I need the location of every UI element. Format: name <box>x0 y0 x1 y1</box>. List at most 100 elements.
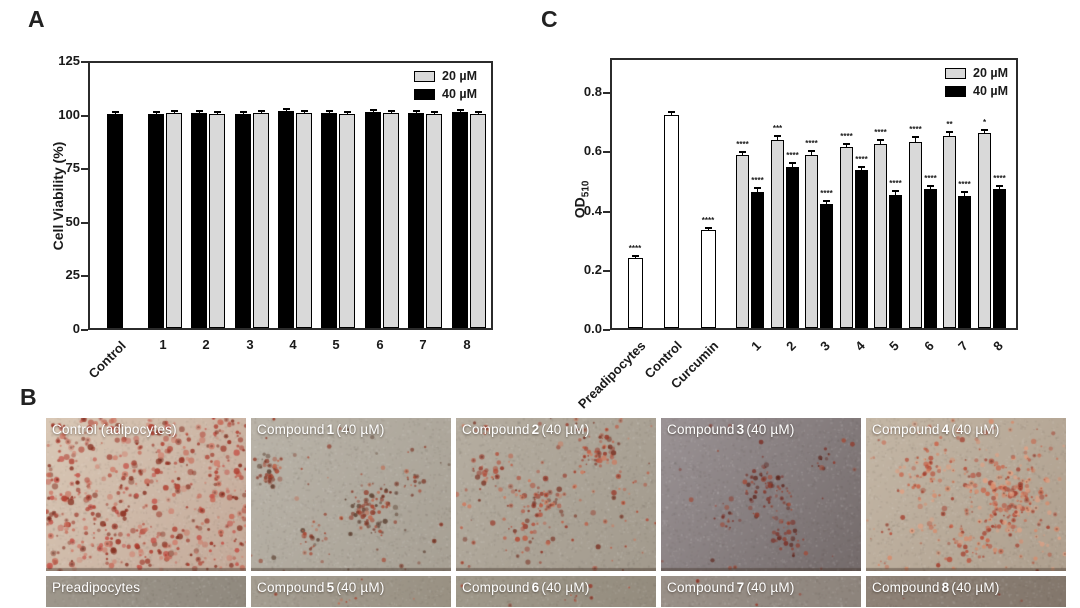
y-tick-label: 125 <box>58 53 80 68</box>
error-bar-cap <box>369 108 377 111</box>
bar <box>253 112 269 328</box>
bar <box>993 188 1006 328</box>
bar <box>771 140 784 328</box>
viability-y-axis-label: Cell Viability (%) <box>50 96 66 296</box>
error-bar <box>372 110 374 112</box>
micrograph-label: Compound 6 (40 µM) <box>462 580 654 595</box>
micrograph-image <box>866 418 1066 571</box>
micrograph-tile: Preadipocytes <box>46 576 246 607</box>
significance-stars: **** <box>924 173 937 183</box>
error-bar <box>792 163 793 167</box>
micrograph-tile: Compound 6 (40 µM) <box>456 576 656 607</box>
error-bar-cap <box>946 130 953 133</box>
bar <box>383 112 399 328</box>
significance-stars: **** <box>805 139 818 149</box>
error-bar <box>742 153 743 155</box>
micrograph-label-dose: (40 µM) <box>746 580 795 595</box>
legend-entry: 40 µM <box>945 84 1008 98</box>
micrograph-label: Compound 7 (40 µM) <box>667 580 859 595</box>
y-tick-label: 0 <box>72 321 80 336</box>
bar <box>191 112 207 328</box>
bar <box>408 112 424 328</box>
y-tick-mark <box>603 92 610 95</box>
error-bar <box>777 136 778 141</box>
error-bar <box>303 111 305 113</box>
significance-stars: **** <box>751 176 764 186</box>
error-bar-cap <box>667 110 675 113</box>
micrograph-label-text: Compound <box>257 580 325 595</box>
error-bar-cap <box>843 143 850 146</box>
y-tick-label: 100 <box>58 106 80 122</box>
micrograph-tile: Compound 8 (40 µM) <box>866 576 1066 607</box>
bar <box>855 169 868 328</box>
legend-entry: 20 µM <box>945 66 1008 80</box>
bar <box>840 147 853 328</box>
bar <box>889 194 902 328</box>
od510-chart: **** **** **** **** *** **** **** **** **** **** *… <box>575 58 1018 411</box>
micrograph-label-dose: (40 µM) <box>951 422 1000 437</box>
micrograph-tile: Compound 1 (40 µM) <box>251 418 451 571</box>
y-tick-label: 50 <box>65 213 80 229</box>
error-bar-cap <box>239 110 247 113</box>
micrograph-image <box>251 418 451 571</box>
significance-stars: **** <box>993 173 1006 183</box>
micrograph-tile: Compound 3 (40 µM) <box>661 418 861 571</box>
micrograph-image <box>661 576 861 607</box>
error-bar <box>242 112 244 114</box>
y-tick-mark <box>81 329 88 331</box>
error-bar-cap <box>474 110 482 113</box>
micrograph-grid: Control (adipocytes) Compound 1 (40 µM) Comp… <box>46 418 1066 607</box>
legend-swatch <box>414 70 435 82</box>
micrograph-label-number: 1 <box>326 422 335 437</box>
significance-stars: **** <box>840 132 853 142</box>
error-bar-cap <box>877 139 884 142</box>
error-bar-cap <box>152 110 160 113</box>
significance-stars: **** <box>958 180 971 190</box>
error-bar <box>155 112 157 114</box>
micrograph-image <box>456 418 656 571</box>
y-tick-mark <box>81 221 88 224</box>
error-bar <box>949 132 950 136</box>
error-bar <box>415 111 417 113</box>
od-y-axis-label-sub: 510 <box>580 180 592 198</box>
bar <box>452 111 468 328</box>
legend-swatch <box>414 88 435 100</box>
legend-swatch <box>945 67 966 79</box>
panel-c-label: C <box>541 6 558 32</box>
viability-y-axis-label-text: Cell Viability (%) <box>50 141 66 251</box>
bar <box>148 113 164 328</box>
error-bar-cap <box>282 107 290 110</box>
bar <box>736 154 749 328</box>
x-category-label: Control <box>85 338 129 382</box>
y-tick-mark <box>603 210 610 213</box>
error-bar-cap <box>996 184 1003 187</box>
error-bar-cap <box>704 226 712 229</box>
bar <box>321 112 337 328</box>
error-bar <box>216 112 218 114</box>
panel-b-label: B <box>20 384 37 410</box>
error-bar-cap <box>981 128 988 131</box>
y-tick-mark <box>603 329 610 331</box>
significance-stars: **** <box>820 188 833 198</box>
micrograph-label: Compound 1 (40 µM) <box>257 422 449 437</box>
micrograph-label-text: Compound <box>872 580 940 595</box>
micrograph-label-number: 4 <box>941 422 950 437</box>
chart-legend: 20 µM 40 µM <box>414 69 477 101</box>
error-bar-cap <box>213 110 221 113</box>
significance-stars: **** <box>909 124 922 134</box>
micrograph-image <box>866 576 1066 607</box>
bar <box>426 114 442 328</box>
x-category-label: 4 <box>289 337 297 352</box>
micrograph-label: Control (adipocytes) <box>52 422 244 437</box>
error-bar-cap <box>430 110 438 113</box>
micrograph-image <box>456 576 656 607</box>
significance-stars: **** <box>786 150 799 160</box>
micrograph-label-number: 5 <box>326 580 335 595</box>
micrograph-label-dose: (40 µM) <box>336 422 385 437</box>
x-category-label: 4 <box>851 338 868 354</box>
error-bar <box>328 111 330 113</box>
y-tick-mark <box>81 61 88 63</box>
bar <box>805 154 818 328</box>
error-bar <box>861 167 862 170</box>
error-bar-cap <box>631 254 639 257</box>
